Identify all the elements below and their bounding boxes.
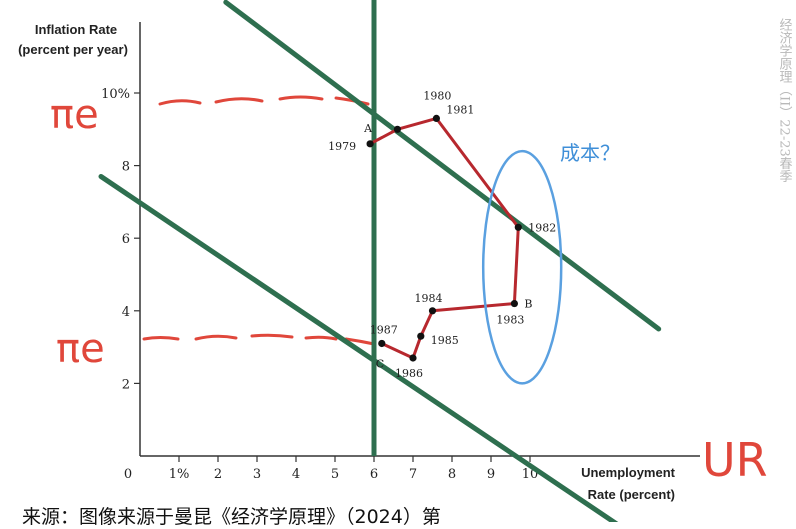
data-point-letter-label: A: [363, 122, 373, 135]
x-tick-label: 3: [253, 467, 261, 482]
data-point-year-label: 1982: [528, 221, 556, 234]
x-tick-label: 1%: [169, 467, 190, 482]
source-caption: 来源：图像来源于曼昆《经济学原理》（2024）第: [22, 506, 441, 528]
cost-ellipse: [481, 149, 563, 385]
data-point-marker: [417, 332, 425, 340]
x-ticks: 0 1% 2 3 4 5 6 7 8 9 10: [124, 456, 538, 482]
x-tick-label: 6: [370, 467, 378, 482]
data-point-marker: [378, 339, 386, 348]
data-point-letter-label: C: [376, 357, 384, 370]
course-watermark: 经济学原理（II）22-23春季: [777, 18, 793, 183]
x-tick-label: 0: [124, 467, 132, 482]
pi-e-lower-dash: [142, 333, 376, 346]
x-tick-label: 4: [292, 467, 300, 482]
x-tick-label: 9: [487, 467, 495, 482]
y-tick-label: 8: [122, 160, 130, 175]
cost-question-label: 成本？: [560, 141, 620, 165]
data-point-marker: [366, 140, 374, 148]
y-tick-label: 6: [122, 232, 130, 247]
data-point-marker: [432, 114, 440, 123]
short-run-phillips-curve: [223, 0, 662, 332]
data-point-year-label: 1987: [370, 323, 398, 336]
data-point-marker: [514, 223, 522, 231]
data-point-year-label: 1979: [328, 140, 356, 153]
data-point-marker: [510, 299, 518, 308]
data-point-year-label: 1983: [496, 314, 524, 327]
data-point-marker: [428, 307, 437, 315]
ur-label: UR: [702, 433, 768, 487]
data-point-marker: [409, 354, 417, 362]
pi-e-upper-dash: [158, 95, 370, 106]
x-axis-title-line1: Unemployment: [581, 465, 676, 480]
data-point-marker: [393, 125, 401, 133]
data-point-year-label: 1984: [415, 292, 443, 305]
x-tick-label: 5: [331, 467, 339, 482]
x-tick-label: 2: [214, 467, 222, 482]
y-tick-label: 2: [122, 377, 130, 392]
x-tick-label: 7: [409, 467, 417, 482]
overlay-lines: [98, 0, 662, 522]
data-point-year-label: 1980: [423, 89, 451, 102]
short-run-phillips-curve: [98, 173, 619, 522]
y-tick-label: 10%: [101, 87, 130, 102]
y-tick-label: 4: [122, 305, 130, 320]
data-point-year-label: 1985: [431, 334, 459, 347]
x-tick-label: 8: [448, 467, 456, 482]
y-axis-title-line2: (percent per year): [18, 42, 128, 57]
data-point-letter-label: B: [524, 298, 532, 311]
y-ticks: 2 4 6 8 10%: [101, 87, 140, 392]
data-point-year-label: 1986: [395, 367, 423, 380]
pi-e-lower-label: πe: [56, 326, 105, 372]
y-axis-title-line1: Inflation Rate: [35, 22, 117, 37]
data-point-year-label: 1981: [446, 103, 474, 116]
x-axis-title-line2: Rate (percent): [588, 487, 675, 502]
pi-e-upper-label: πe: [50, 92, 99, 138]
